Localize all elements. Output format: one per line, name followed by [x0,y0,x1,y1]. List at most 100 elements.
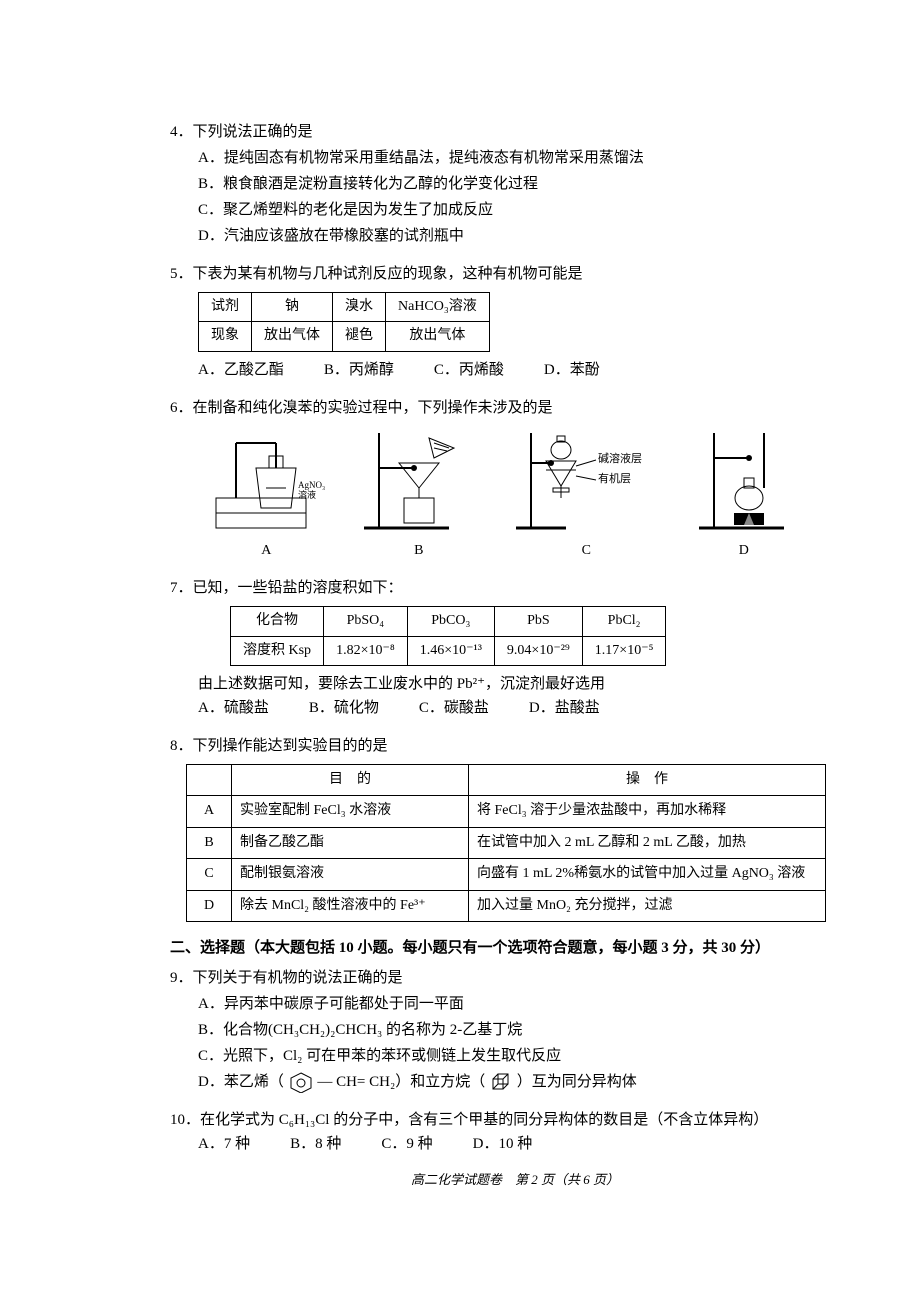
cell: PbSO₄ [324,607,408,636]
alkali-layer-label: 碱溶液层 [598,451,642,465]
question-7: 7．已知，一些铅盐的溶度积如下： 化合物 PbSO₄ PbCO₃ PbS PbC… [170,576,860,720]
q7-line2: 由上述数据可知，要除去工业废水中的 Pb²⁺，沉淀剂最好选用 [198,672,860,696]
question-5: 5．下表为某有机物与几种试剂反应的现象，这种有机物可能是 试剂 钠 溴水 NaH… [170,262,860,382]
cell: PbCO₃ [407,607,494,636]
q4-opt-a: A．提纯固态有机物常采用重结晶法，提纯液态有机物常采用蒸馏法 [198,146,860,170]
table-row: 溶度积 Ksp 1.82×10⁻⁸ 1.46×10⁻¹³ 9.04×10⁻²⁹ … [231,636,666,665]
table-row: A 实验室配制 FeCl₃ 水溶液 将 FeCl₃ 溶于少量浓盐酸中，再加水稀释 [187,796,826,827]
section-2-title: 二、选择题（本大题包括 10 小题。每小题只有一个选项符合题意，每小题 3 分，… [170,936,860,960]
q9-stem: 9．下列关于有机物的说法正确的是 [170,966,860,990]
question-4: 4．下列说法正确的是 A．提纯固态有机物常采用重结晶法，提纯液态有机物常采用蒸馏… [170,120,860,248]
q8-table: 目 的 操 作 A 实验室配制 FeCl₃ 水溶液 将 FeCl₃ 溶于少量浓盐… [186,764,826,922]
fig-label-b: B [414,540,423,562]
question-6: 6．在制备和纯化溴苯的实验过程中，下列操作未涉及的是 AgNO₃ 溶液 A [170,396,860,562]
q8-stem: 8．下列操作能达到实验目的的是 [170,734,860,758]
q10-options: A．7 种 B．8 种 C．9 种 D．10 种 [198,1132,860,1156]
fig-label-a: A [261,540,271,562]
q9-d-mid: — CH= CH₂）和立方烷（ [317,1074,485,1090]
q5-opt-b: B．丙烯醇 [324,358,394,382]
q7-stem: 7．已知，一些铅盐的溶度积如下： [170,576,860,600]
q9-d-pre: D．苯乙烯（ [198,1074,284,1090]
q4-opt-c: C．聚乙烯塑料的老化是因为发生了加成反应 [198,198,860,222]
table-row: 化合物 PbSO₄ PbCO₃ PbS PbCl₂ [231,607,666,636]
table-row: 现象 放出气体 褪色 放出气体 [199,322,490,351]
q6-fig-d: D [694,428,794,562]
table-row: B 制备乙酸乙酯 在试管中加入 2 mL 乙醇和 2 mL 乙酸，加热 [187,827,826,858]
q9-opt-d: D．苯乙烯（ — CH= CH₂）和立方烷（ ）互为同分异构体 [198,1070,860,1094]
fig-label-c: C [582,540,591,562]
q4-options: A．提纯固态有机物常采用重结晶法，提纯液态有机物常采用蒸馏法 B．粮食酿酒是淀粉… [198,146,860,248]
apparatus-b-icon [359,428,479,538]
q6-stem: 6．在制备和纯化溴苯的实验过程中，下列操作未涉及的是 [170,396,860,420]
cell: 实验室配制 FeCl₃ 水溶液 [232,796,469,827]
cubane-icon [489,1071,513,1093]
cell: 将 FeCl₃ 溶于少量浓盐酸中，再加水稀释 [469,796,826,827]
cell: PbCl₂ [582,607,666,636]
cell: 褪色 [333,322,386,351]
q5-options: A．乙酸乙酯 B．丙烯醇 C．丙烯酸 D．苯酚 [198,358,860,382]
q7-options: A．硫酸盐 B．硫化物 C．碳酸盐 D．盐酸盐 [198,696,860,720]
question-9: 9．下列关于有机物的说法正确的是 A．异丙苯中碳原子可能都处于同一平面 B．化合… [170,966,860,1094]
q9-opt-b: B．化合物(CH₃CH₂)₂CHCH₃ 的名称为 2-乙基丁烷 [198,1018,860,1042]
q9-d-post: ）互为同分异构体 [517,1074,637,1090]
q5-opt-a: A．乙酸乙酯 [198,358,284,382]
cell: 1.46×10⁻¹³ [407,636,494,665]
table-row: C 配制银氨溶液 向盛有 1 mL 2%稀氨水的试管中加入过量 AgNO₃ 溶液 [187,859,826,890]
cell: 9.04×10⁻²⁹ [494,636,582,665]
cell: 现象 [199,322,252,351]
q10-opt-a: A．7 种 [198,1132,250,1156]
table-row: D 除去 MnCl₂ 酸性溶液中的 Fe³⁺ 加入过量 MnO₂ 充分搅拌，过滤 [187,890,826,921]
organic-layer-label: 有机层 [598,471,631,485]
q10-opt-c: C．9 种 [381,1132,432,1156]
q10-opt-d: D．10 种 [473,1132,533,1156]
q10-opt-b: B．8 种 [290,1132,341,1156]
cell: 溴水 [333,293,386,322]
cell [187,764,232,795]
cell: 化合物 [231,607,324,636]
q5-table: 试剂 钠 溴水 NaHCO₃溶液 现象 放出气体 褪色 放出气体 [198,292,490,352]
q4-opt-b: B．粮食酿酒是淀粉直接转化为乙醇的化学变化过程 [198,172,860,196]
q6-fig-a: AgNO₃ 溶液 A [206,428,326,562]
q7-opt-b: B．硫化物 [309,696,379,720]
cell: 放出气体 [386,322,490,351]
table-row: 试剂 钠 溴水 NaHCO₃溶液 [199,293,490,322]
q5-stem: 5．下表为某有机物与几种试剂反应的现象，这种有机物可能是 [170,262,860,286]
apparatus-c-icon: 碱溶液层 有机层 [511,428,661,538]
cell: 1.82×10⁻⁸ [324,636,408,665]
cell: 钠 [252,293,333,322]
cell: 1.17×10⁻⁵ [582,636,666,665]
solution-label: 溶液 [298,489,316,500]
cell: NaHCO₃溶液 [386,293,490,322]
cell: 配制银氨溶液 [232,859,469,890]
cell: PbS [494,607,582,636]
q10-stem: 10．在化学式为 C₆H₁₃Cl 的分子中，含有三个甲基的同分异构体的数目是（不… [170,1108,860,1132]
q6-fig-c: 碱溶液层 有机层 C [511,428,661,562]
q5-opt-c: C．丙烯酸 [434,358,504,382]
q7-opt-a: A．硫酸盐 [198,696,269,720]
cell: 放出气体 [252,322,333,351]
cell: 在试管中加入 2 mL 乙醇和 2 mL 乙酸，加热 [469,827,826,858]
cell: 加入过量 MnO₂ 充分搅拌，过滤 [469,890,826,921]
q4-opt-d: D．汽油应该盛放在带橡胶塞的试剂瓶中 [198,224,860,248]
benzene-icon [288,1071,314,1093]
cell: B [187,827,232,858]
cell: 向盛有 1 mL 2%稀氨水的试管中加入过量 AgNO₃ 溶液 [469,859,826,890]
header-purpose: 目 的 [232,764,469,795]
apparatus-a-icon: AgNO₃ 溶液 [206,428,326,538]
table-row: 目 的 操 作 [187,764,826,795]
q7-opt-d: D．盐酸盐 [529,696,600,720]
question-10: 10．在化学式为 C₆H₁₃Cl 的分子中，含有三个甲基的同分异构体的数目是（不… [170,1108,860,1156]
q7-table: 化合物 PbSO₄ PbCO₃ PbS PbCl₂ 溶度积 Ksp 1.82×1… [230,606,666,666]
cell: 制备乙酸乙酯 [232,827,469,858]
page-footer: 高二化学试题卷 第 2 页（共 6 页） [170,1170,860,1191]
header-operation: 操 作 [469,764,826,795]
q5-opt-d: D．苯酚 [544,358,600,382]
q9-opt-a: A．异丙苯中碳原子可能都处于同一平面 [198,992,860,1016]
question-8: 8．下列操作能达到实验目的的是 目 的 操 作 A 实验室配制 FeCl₃ 水溶… [170,734,860,922]
cell: 试剂 [199,293,252,322]
q6-fig-b: B [359,428,479,562]
q7-opt-c: C．碳酸盐 [419,696,489,720]
cell: C [187,859,232,890]
cell: 溶度积 Ksp [231,636,324,665]
q9-opt-c: C．光照下，Cl₂ 可在甲苯的苯环或侧链上发生取代反应 [198,1044,860,1068]
